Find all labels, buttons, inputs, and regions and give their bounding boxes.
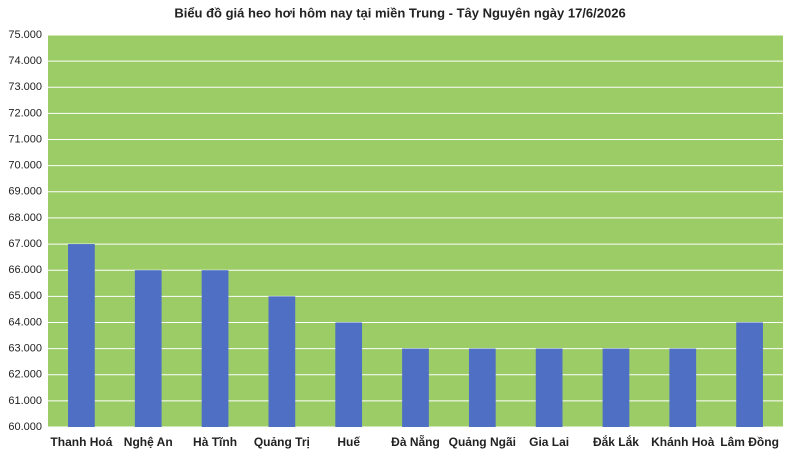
bar: [468, 348, 496, 427]
y-tick-label: 74.000: [8, 55, 42, 67]
x-tick-label: Thanh Hoá: [50, 435, 112, 449]
x-tick-label: Quảng Trị: [254, 435, 310, 449]
bar: [201, 270, 229, 427]
y-tick-label: 75.000: [8, 29, 42, 41]
x-tick-label: Huế: [337, 435, 360, 449]
bar: [68, 244, 95, 427]
y-tick-label: 60.000: [8, 421, 42, 433]
y-tick-label: 61.000: [8, 395, 42, 407]
x-tick-label: Lâm Đồng: [720, 435, 779, 449]
x-tick-label: Gia Lai: [529, 435, 569, 449]
x-tick-label: Quảng Ngãi: [449, 435, 516, 449]
y-tick-label: 69.000: [8, 186, 42, 198]
y-tick-label: 70.000: [8, 160, 42, 172]
bar: [535, 348, 563, 427]
y-tick-label: 71.000: [8, 133, 42, 145]
y-tick-label: 64.000: [8, 316, 42, 328]
y-tick-label: 68.000: [8, 212, 42, 224]
x-tick-label: Hà Tĩnh: [193, 435, 237, 449]
y-tick-label: 63.000: [8, 343, 42, 355]
bar: [602, 348, 630, 427]
bar: [402, 348, 429, 427]
y-tick-label: 65.000: [8, 290, 42, 302]
x-tick-label: Đắk Lắk: [593, 434, 639, 449]
bar: [736, 322, 763, 427]
x-tick-label: Đà Nẵng: [391, 434, 440, 449]
x-tick-label: Khánh Hoà: [651, 435, 715, 449]
bar: [268, 296, 296, 427]
y-tick-label: 67.000: [8, 238, 42, 250]
y-tick-label: 72.000: [8, 107, 42, 119]
bar: [335, 322, 363, 427]
x-tick-label: Nghệ An: [124, 435, 173, 449]
bar: [669, 348, 697, 427]
bar: [134, 270, 162, 427]
chart-title: Biểu đồ giá heo hơi hôm nay tại miền Tru…: [174, 5, 625, 20]
y-tick-label: 73.000: [8, 81, 42, 93]
y-tick-label: 62.000: [8, 369, 42, 381]
y-tick-label: 66.000: [8, 264, 42, 276]
